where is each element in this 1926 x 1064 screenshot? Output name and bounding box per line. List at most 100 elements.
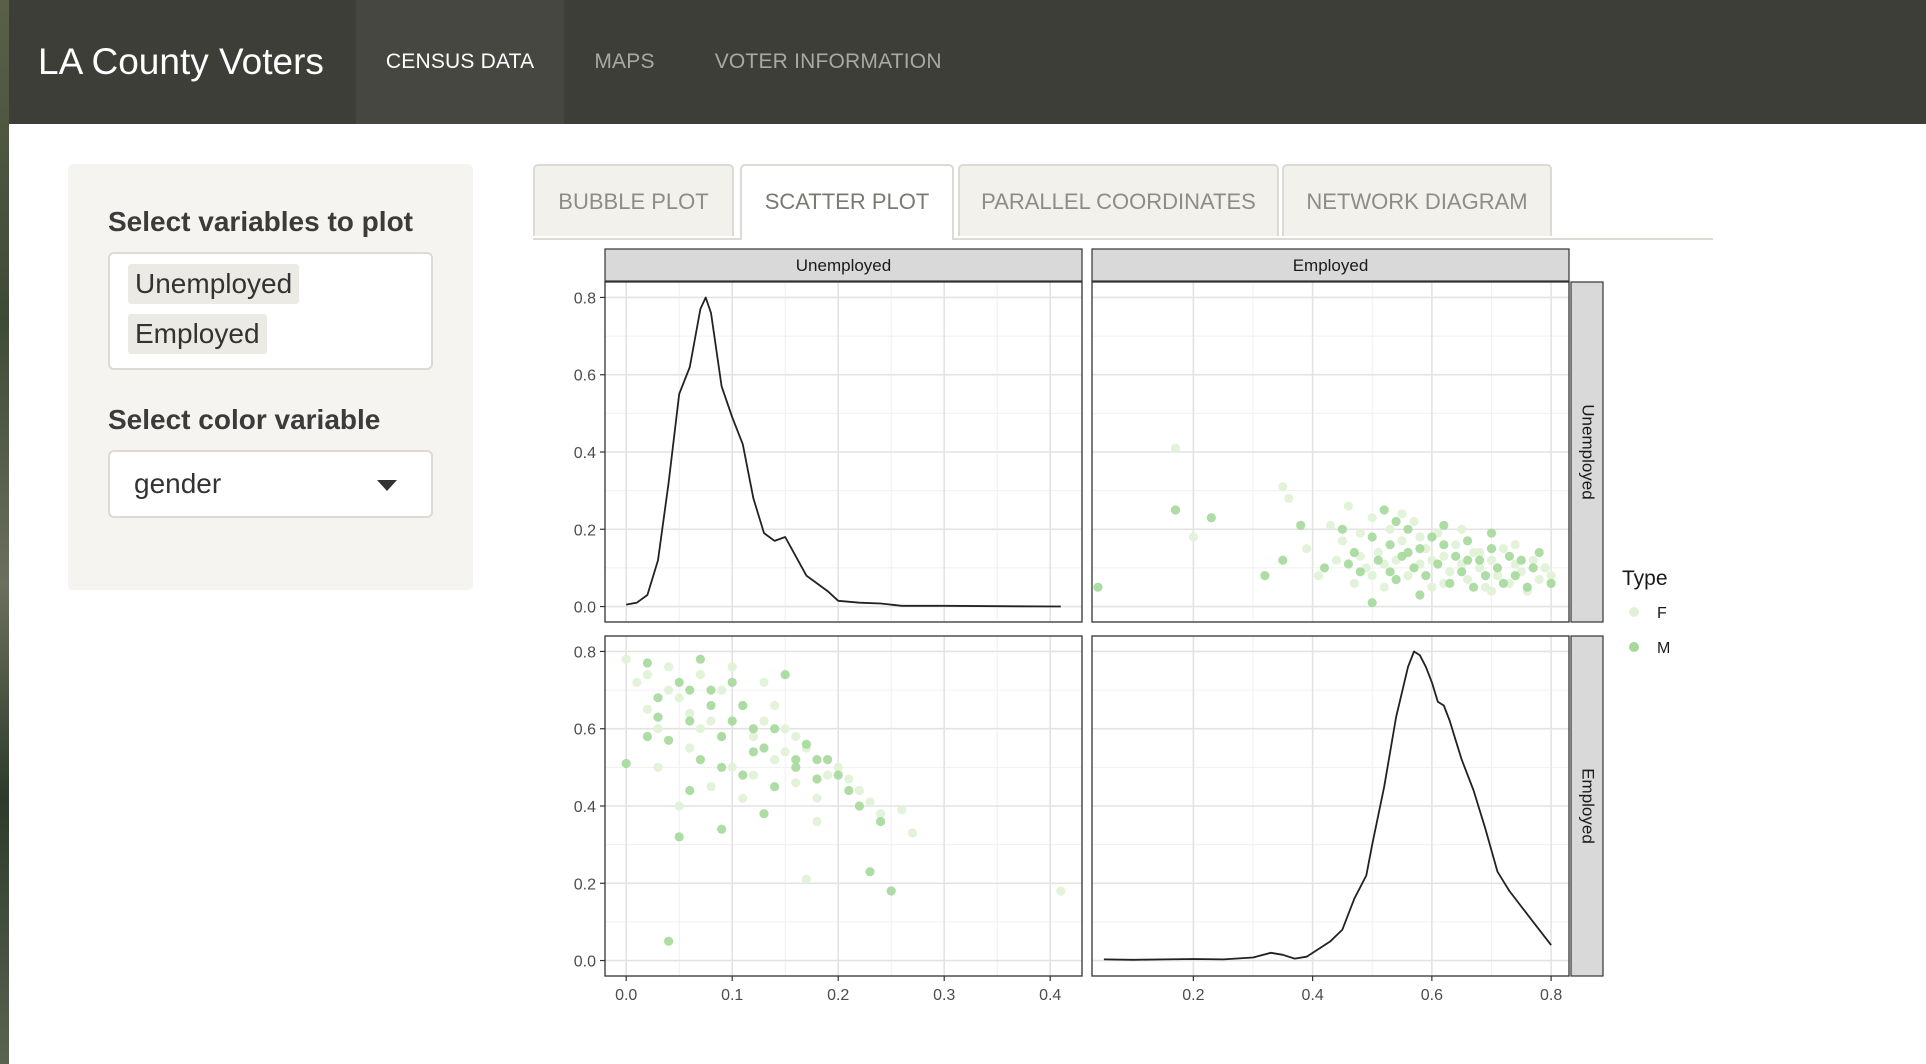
data-point-f	[1451, 540, 1461, 550]
selected-variable-token[interactable]: Unemployed	[128, 264, 300, 304]
data-point-m	[685, 716, 695, 726]
data-point-m	[770, 782, 780, 792]
data-point-f	[1486, 586, 1497, 596]
data-point-m	[844, 785, 854, 796]
x-tick-label: 0.4	[1039, 987, 1061, 1004]
x-tick-label: 0.0	[615, 987, 637, 1004]
data-point-m	[1439, 540, 1449, 550]
selected-variable-token[interactable]: Employed	[128, 314, 267, 354]
color-variable-value: gender	[134, 468, 222, 499]
data-point-m	[1469, 582, 1479, 592]
data-point-f	[1409, 516, 1419, 527]
data-point-f	[1498, 544, 1508, 554]
data-point-f	[1427, 582, 1437, 592]
data-point-f	[791, 778, 801, 788]
facet-strip-label: Employed	[1293, 256, 1369, 275]
data-point-m	[1522, 582, 1532, 592]
data-point-m	[1403, 547, 1413, 558]
data-point-m	[642, 658, 652, 668]
data-point-f	[1367, 513, 1377, 523]
data-point-m	[1480, 571, 1491, 581]
data-point-f	[1349, 578, 1359, 588]
tab-network-diagram[interactable]: NETWORK DIAGRAM	[1282, 164, 1552, 236]
data-point-f	[876, 809, 886, 819]
data-point-m	[1278, 555, 1288, 565]
data-point-f	[801, 874, 811, 885]
data-point-f	[717, 685, 727, 695]
data-point-f	[748, 770, 758, 780]
data-point-m	[1546, 578, 1556, 588]
data-point-m	[1337, 524, 1347, 534]
tab-bubble-plot[interactable]: BUBBLE PLOT	[533, 164, 734, 236]
data-point-f	[1475, 563, 1485, 573]
tab-parallel-coordinates[interactable]: PARALLEL COORDINATES	[958, 164, 1279, 236]
data-point-m	[854, 801, 864, 811]
color-variable-select[interactable]: gender	[108, 450, 433, 518]
data-point-m	[664, 735, 674, 745]
legend: Type F M	[1622, 567, 1670, 657]
nav-item-census-data[interactable]: CENSUS DATA	[355, 0, 565, 124]
data-point-m	[1463, 536, 1473, 546]
data-point-f	[1403, 571, 1413, 581]
facet-strip-label: Unemployed	[796, 256, 891, 275]
data-point-f	[1284, 493, 1294, 503]
data-point-m	[695, 654, 705, 664]
data-point-f	[1385, 524, 1395, 534]
data-point-f	[759, 677, 769, 687]
panel-border	[1091, 281, 1570, 623]
pairs-plot-svg: Unemployed EmployedUnemployedEmployed0.00…	[574, 248, 1670, 1004]
tab-scatter-plot[interactable]: SCATTER PLOT	[740, 164, 954, 240]
data-point-f	[1528, 555, 1538, 565]
chevron-down-icon[interactable]	[377, 480, 397, 491]
data-point-f	[706, 716, 716, 726]
data-point-m	[1093, 582, 1103, 592]
variables-multiselect[interactable]: Unemployed Employed	[108, 252, 433, 370]
data-point-m	[759, 809, 769, 819]
data-point-f	[833, 762, 843, 773]
data-point-f	[1302, 544, 1312, 554]
data-point-m	[1367, 532, 1377, 542]
data-point-m	[1367, 598, 1377, 608]
data-point-m	[717, 824, 727, 834]
nav-item-voter-information[interactable]: VOTER INFORMATION	[714, 50, 942, 73]
y-tick-label: 0.4	[574, 799, 596, 816]
legend-label: M	[1657, 640, 1670, 657]
data-point-f	[738, 793, 748, 803]
data-point-m	[1391, 516, 1401, 527]
background-edge	[0, 0, 9, 1064]
data-point-f	[1343, 501, 1353, 511]
data-point-f	[674, 693, 684, 703]
y-tick-label: 0.0	[574, 954, 596, 971]
data-point-f	[642, 670, 652, 680]
data-point-f	[674, 801, 684, 811]
nav-item-maps[interactable]: MAPS	[594, 50, 655, 73]
y-tick-label: 0.6	[574, 368, 596, 385]
panel-border	[1091, 635, 1570, 977]
data-point-m	[823, 755, 833, 765]
data-point-m	[1534, 547, 1544, 558]
data-point-f	[664, 685, 674, 695]
data-point-f	[1337, 536, 1347, 546]
variables-label: Select variables to plot	[108, 206, 413, 237]
data-point-f	[664, 662, 674, 672]
data-point-f	[770, 755, 780, 765]
data-point-f	[1510, 540, 1520, 550]
data-point-f	[695, 724, 705, 734]
data-point-m	[1433, 559, 1443, 569]
data-point-f	[1546, 571, 1556, 581]
y-tick-label: 0.8	[574, 290, 596, 307]
data-point-f	[621, 654, 631, 664]
data-point-m	[1445, 578, 1455, 588]
data-point-m	[717, 731, 727, 742]
data-point-m	[621, 758, 631, 769]
facet-strip-label: Employed	[1579, 768, 1598, 844]
data-point-m	[1379, 505, 1389, 515]
data-point-f	[1373, 547, 1383, 558]
data-point-f	[1188, 532, 1198, 542]
data-point-f	[1379, 582, 1389, 592]
data-point-f	[791, 731, 801, 742]
data-point-f	[770, 700, 780, 711]
data-point-m	[1528, 563, 1538, 573]
data-point-f	[685, 743, 695, 753]
data-point-f	[1325, 520, 1336, 530]
